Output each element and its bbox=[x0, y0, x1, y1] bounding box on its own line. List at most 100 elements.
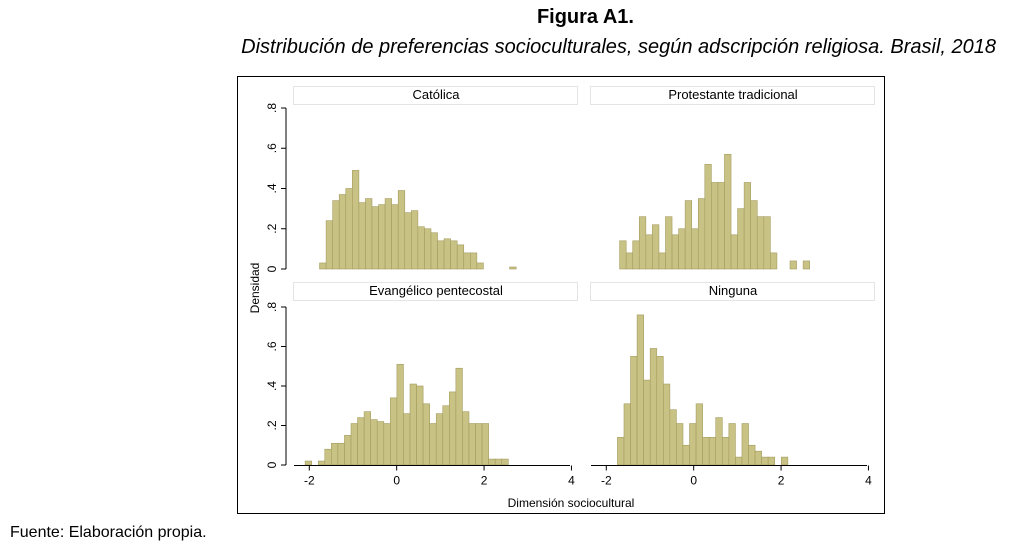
histogram-bar bbox=[737, 208, 745, 270]
histogram-bar bbox=[735, 456, 743, 466]
y-tick-label: .8 bbox=[265, 103, 279, 113]
histogram-bar bbox=[649, 348, 658, 466]
histogram-bar bbox=[767, 456, 776, 466]
histogram-bar bbox=[770, 252, 778, 270]
facet-panel: Evangélico pentecostal 0 .2 .4 .6 .8 -2 0 2 4 bbox=[265, 282, 578, 488]
histogram-bar bbox=[691, 228, 699, 270]
histogram-bar bbox=[665, 216, 673, 270]
histogram-bar bbox=[317, 460, 326, 466]
histogram-bar bbox=[422, 403, 430, 466]
histogram-bar bbox=[682, 444, 690, 466]
histogram-bar bbox=[376, 421, 385, 466]
y-tick-label: .2 bbox=[265, 420, 279, 430]
histogram-bar bbox=[702, 437, 710, 466]
histogram-bar bbox=[475, 423, 483, 466]
histogram-bar bbox=[684, 200, 693, 270]
histogram-bar bbox=[658, 252, 666, 270]
histogram-bar bbox=[304, 460, 312, 466]
figure-title: Figura A1. bbox=[0, 6, 1000, 29]
histogram-bar bbox=[481, 423, 489, 466]
histogram-bar bbox=[397, 190, 406, 270]
histogram-bar bbox=[761, 456, 769, 466]
histogram-bar bbox=[365, 198, 373, 270]
histogram-bar bbox=[617, 437, 625, 466]
histogram-bar bbox=[324, 448, 332, 466]
histogram-bar bbox=[443, 238, 451, 270]
histogram-bar bbox=[350, 423, 358, 466]
histogram-bar bbox=[424, 228, 432, 270]
histogram-bar bbox=[363, 411, 371, 466]
x-tick-label: -2 bbox=[601, 474, 612, 488]
histogram-bar bbox=[463, 252, 471, 270]
histogram-bar bbox=[743, 182, 751, 270]
x-tick-label: 0 bbox=[690, 474, 697, 488]
histogram-bar bbox=[730, 234, 738, 270]
y-tick-label: 0 bbox=[265, 265, 279, 272]
y-tick-label: .2 bbox=[265, 223, 279, 233]
y-axis-label: Densidad bbox=[248, 263, 262, 314]
histogram-bar bbox=[695, 403, 703, 466]
histogram-bar bbox=[370, 419, 378, 466]
facet-panel: Protestante tradicional bbox=[590, 86, 875, 270]
histogram-bar bbox=[442, 405, 450, 466]
histogram-bar bbox=[632, 240, 640, 270]
histogram-bar bbox=[630, 356, 638, 466]
histogram-bar bbox=[476, 262, 484, 270]
graph-frame bbox=[237, 76, 885, 514]
figure-source: Fuente: Elaboración propia. bbox=[10, 524, 207, 541]
x-tick-label: 2 bbox=[481, 474, 488, 488]
histogram-bar bbox=[344, 435, 352, 466]
histogram-bar bbox=[403, 413, 411, 466]
histogram-bar bbox=[678, 228, 686, 270]
histogram-bar bbox=[352, 170, 360, 270]
histogram-bar bbox=[643, 379, 651, 466]
panel-title: Ninguna bbox=[709, 283, 758, 298]
histogram-bar bbox=[469, 252, 478, 270]
histogram-bar bbox=[756, 216, 765, 270]
y-tick-label: .4 bbox=[265, 381, 279, 391]
histogram-bar bbox=[802, 260, 810, 270]
histogram-bar bbox=[371, 206, 379, 270]
histogram-bar bbox=[676, 423, 684, 466]
histogram-bar bbox=[721, 437, 730, 466]
histogram-bar bbox=[741, 423, 749, 466]
histogram-bar bbox=[417, 226, 425, 270]
facet-panels: Católica 0 .2 .4 .6 .8 Protestante tradicional… bbox=[265, 86, 875, 488]
panel-header bbox=[590, 282, 875, 301]
histogram-bar bbox=[656, 356, 664, 466]
histogram-bar bbox=[449, 391, 457, 466]
histogram-bar bbox=[450, 240, 458, 270]
facet-panel: Católica 0 .2 .4 .6 .8 bbox=[265, 86, 578, 272]
histogram-bar bbox=[717, 182, 725, 270]
histogram-bar bbox=[623, 403, 631, 466]
histogram-bar bbox=[789, 260, 797, 270]
histogram-bar bbox=[357, 417, 365, 466]
histogram-bar bbox=[715, 417, 723, 466]
x-tick-label: 4 bbox=[568, 474, 575, 488]
histogram-bar bbox=[429, 423, 437, 466]
histogram-bar bbox=[391, 204, 399, 270]
histogram-bar bbox=[416, 385, 424, 466]
x-tick-label: 4 bbox=[865, 474, 872, 488]
histogram-bar bbox=[456, 244, 465, 270]
histogram-bar bbox=[638, 216, 647, 270]
histogram-bar bbox=[754, 450, 762, 466]
histogram-bar bbox=[636, 314, 644, 466]
panel-title: Evangélico pentecostal bbox=[369, 283, 503, 298]
y-tick-label: .4 bbox=[265, 183, 279, 193]
y-tick-label: 0 bbox=[265, 461, 279, 468]
histogram-bar bbox=[435, 413, 444, 466]
x-tick-label: 0 bbox=[393, 474, 400, 488]
y-tick-label: .8 bbox=[265, 302, 279, 312]
histogram-bar bbox=[708, 437, 717, 466]
histogram-bar bbox=[724, 153, 732, 270]
histogram-bar bbox=[468, 423, 476, 466]
histogram-bar bbox=[625, 252, 634, 270]
facet-panel: Ninguna -2 0 2 4 bbox=[590, 282, 875, 488]
histogram-bar bbox=[494, 458, 503, 466]
histogram-bar bbox=[652, 224, 660, 270]
y-tick-label: .6 bbox=[265, 143, 279, 153]
histogram-bar bbox=[325, 220, 333, 270]
x-tick-label: -2 bbox=[304, 474, 315, 488]
